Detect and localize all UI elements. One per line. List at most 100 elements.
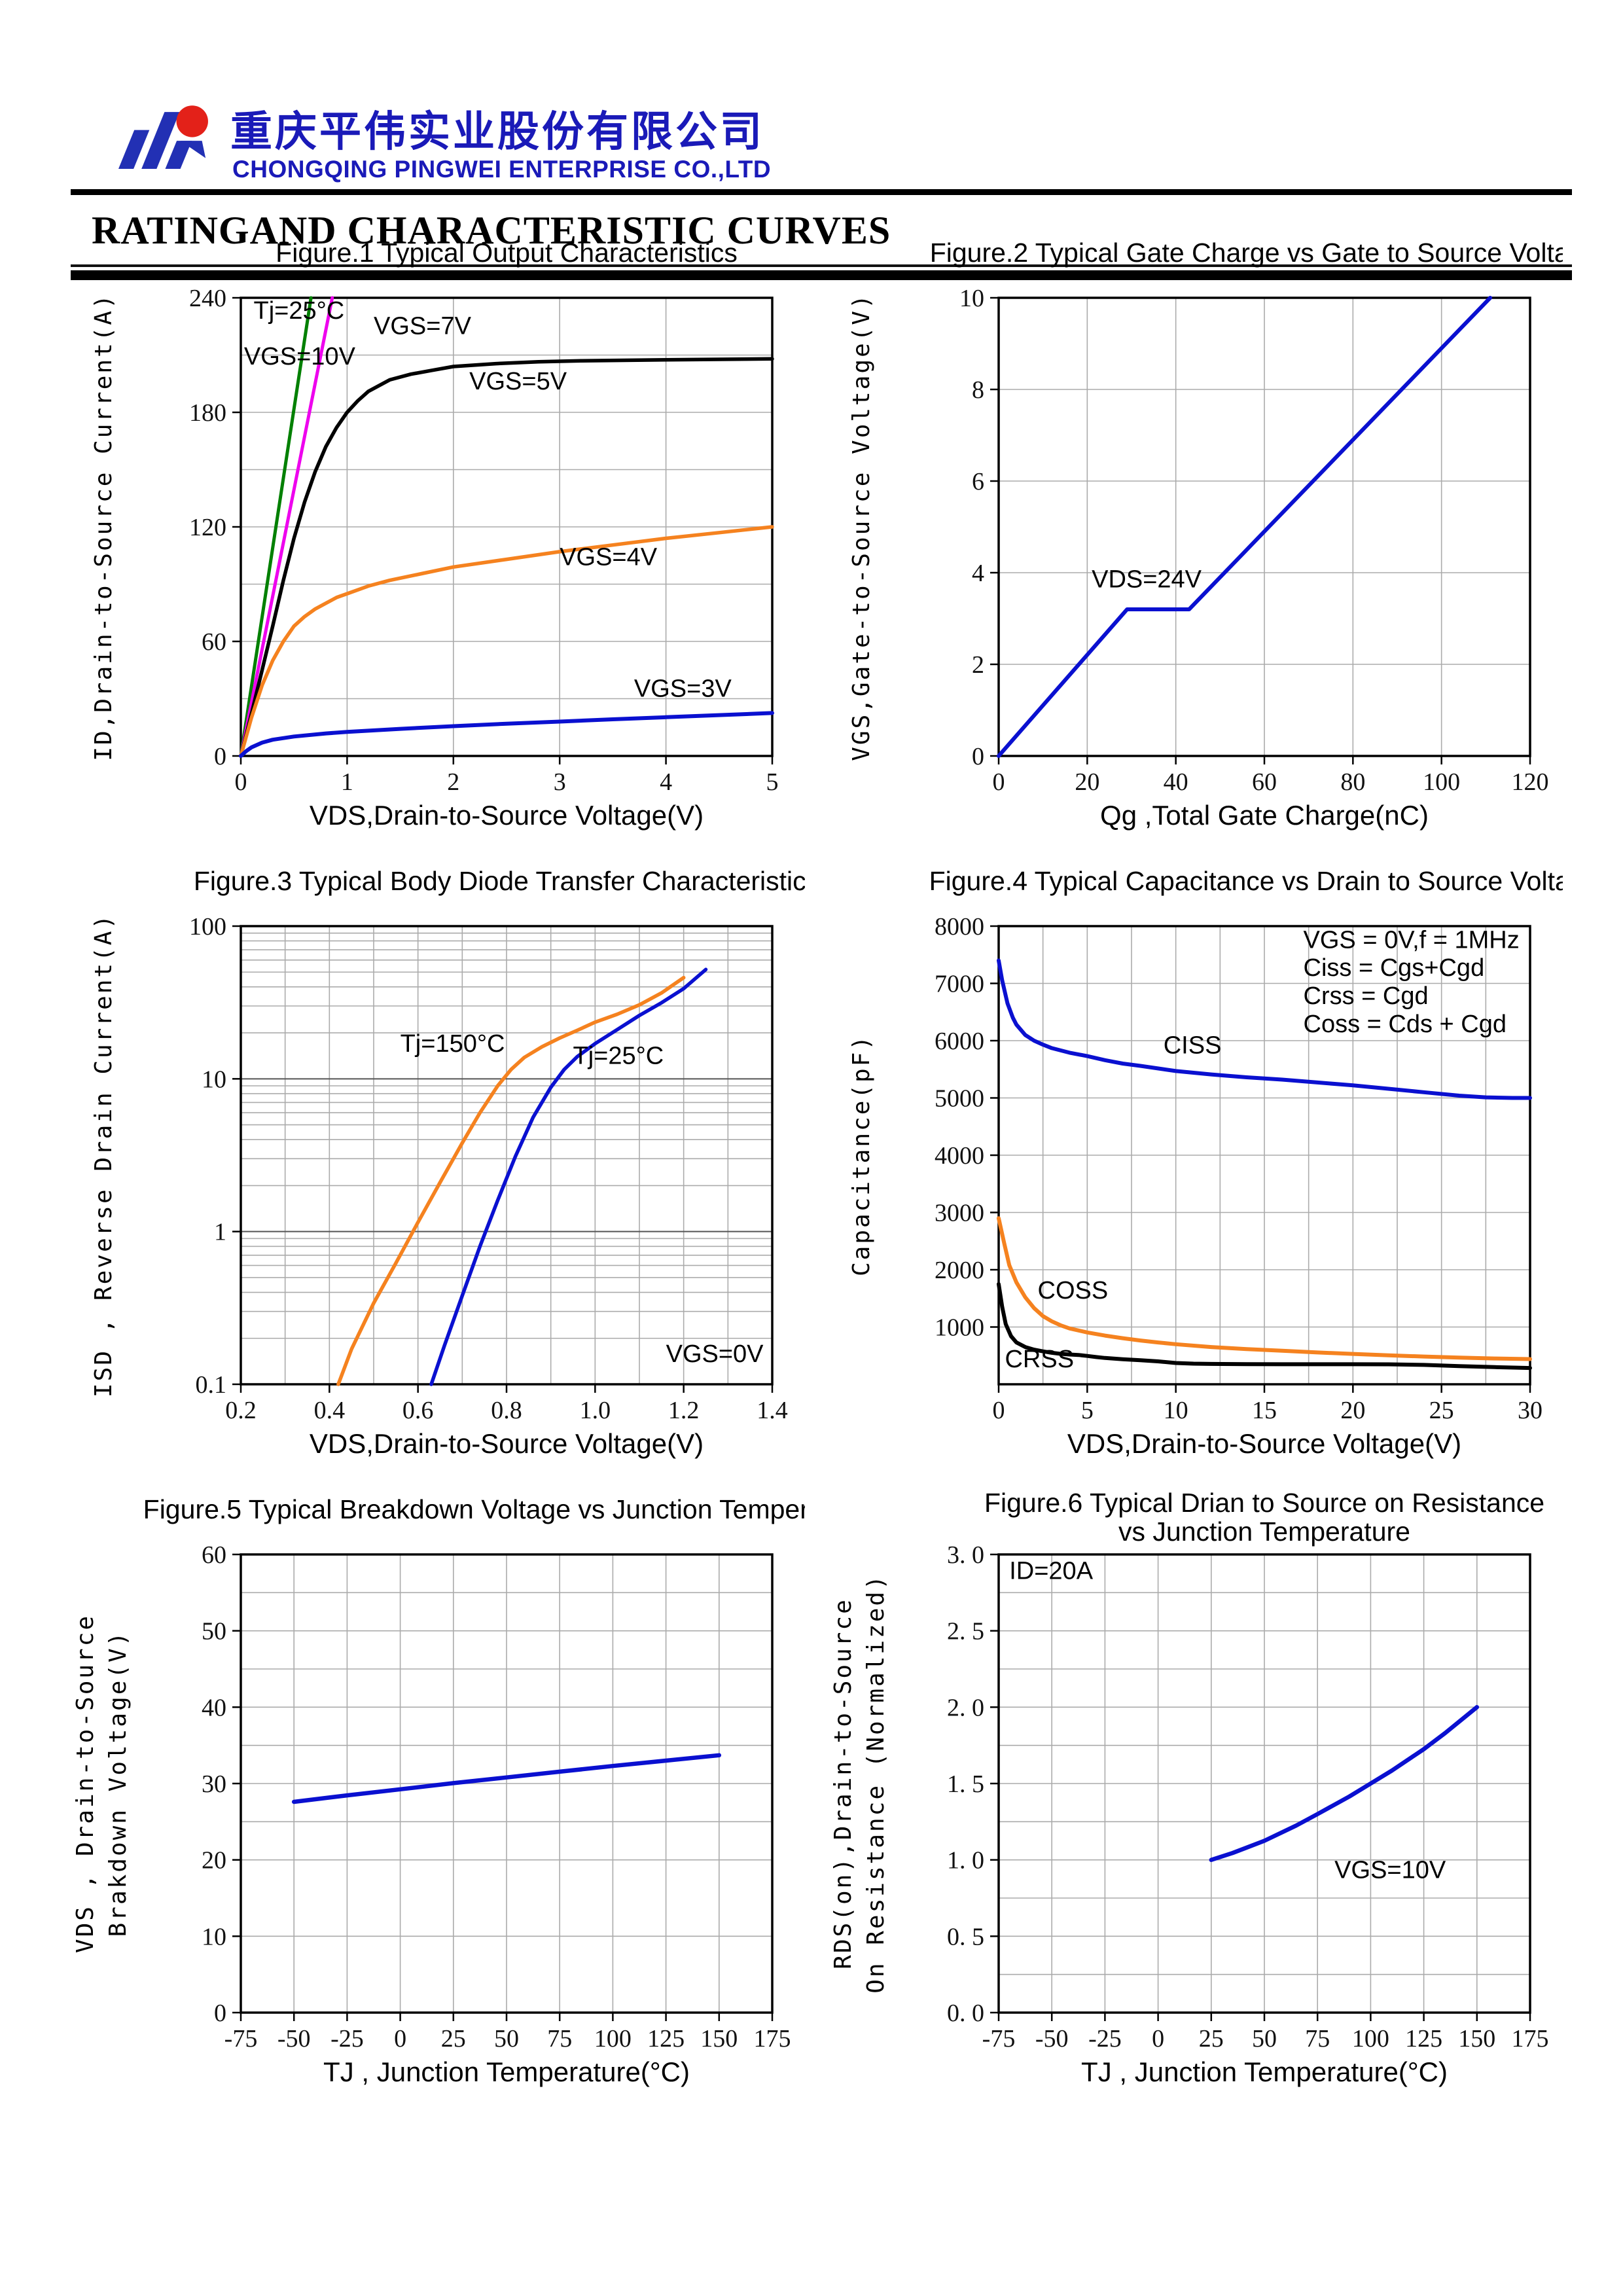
fig3-title: Figure.3 Typical Body Diode Transfer Cha… <box>194 866 805 896</box>
svg-text:-75: -75 <box>224 2025 258 2053</box>
fig1-grid <box>241 298 772 756</box>
svg-text:175: 175 <box>754 2025 791 2053</box>
logo-red-dot <box>176 105 208 137</box>
logo-bar-left <box>118 130 150 169</box>
figure-4-chart: Figure.4 Typical Capacitance vs Drain to… <box>848 866 1563 1459</box>
svg-text:-50: -50 <box>277 2025 311 2053</box>
svg-text:0: 0 <box>972 743 984 770</box>
figure-4-capacitance: Figure.4 Typical Capacitance vs Drain to… <box>823 864 1563 1486</box>
header-rule <box>71 189 1572 195</box>
figure-2-chart: Figure.2 Typical Gate Charge vs Gate to … <box>848 238 1563 831</box>
svg-text:25: 25 <box>1199 2025 1224 2053</box>
figure-5-breakdown-voltage: Figure.5 Typical Breakdown Voltage vs Ju… <box>65 1492 805 2114</box>
svg-text:50: 50 <box>1252 2025 1277 2053</box>
svg-text:50: 50 <box>202 1618 226 1645</box>
svg-text:VDS , Drain-to-Source: VDS , Drain-to-Source <box>72 1614 99 1953</box>
fig4-grid <box>999 926 1530 1384</box>
svg-text:125: 125 <box>1405 2025 1442 2053</box>
svg-text:7000: 7000 <box>935 971 984 998</box>
svg-text:2: 2 <box>972 651 984 679</box>
svg-text:RDS(on),Drain-to-Source: RDS(on),Drain-to-Source <box>830 1598 857 1969</box>
svg-text:100: 100 <box>594 2025 632 2053</box>
fig1-title: Figure.1 Typical Output Characteristics <box>276 238 738 268</box>
svg-text:15: 15 <box>1252 1397 1277 1424</box>
svg-text:8: 8 <box>972 376 984 404</box>
svg-text:vs Junction Temperature: vs Junction Temperature <box>1118 1516 1410 1547</box>
svg-text:4000: 4000 <box>935 1142 984 1170</box>
svg-text:1.2: 1.2 <box>668 1397 700 1424</box>
fig1-x-axis: 0 1 2 3 4 5 VDS,Drain-to-Source Voltage(V) <box>235 756 779 831</box>
annotation-vgs-4v: VGS=4V <box>560 543 658 571</box>
svg-text:60: 60 <box>1252 768 1277 796</box>
svg-text:60: 60 <box>202 1541 226 1569</box>
svg-text:Figure.4 Typical Capacitance v: Figure.4 Typical Capacitance vs Drain to… <box>929 866 1563 896</box>
annotation-crss-cgd: Crss = Cgd <box>1304 982 1429 1010</box>
fig2-x-axis: 0 20 40 60 80 100 120 Qg ,Total Gate Charge(nC) <box>993 756 1549 831</box>
svg-text:150: 150 <box>1458 2025 1495 2053</box>
curve-vgs-3v-line <box>239 711 774 758</box>
curve-rdson-normalized-curve <box>1209 1705 1480 1862</box>
svg-text:0.1: 0.1 <box>196 1371 227 1399</box>
svg-text:5: 5 <box>1081 1397 1094 1424</box>
curve-crss-curve <box>997 1282 1532 1371</box>
svg-text:On Resistance (Normalized): On Resistance (Normalized) <box>863 1573 889 1994</box>
curve-vgs-5v-line <box>239 357 774 758</box>
svg-text:VDS,Drain-to-Source Voltage(V): VDS,Drain-to-Source Voltage(V) <box>1067 1428 1461 1459</box>
svg-text:1: 1 <box>214 1219 226 1246</box>
curve-vgs-7v-line <box>239 296 334 758</box>
fig4-y-axis: 1000 2000 3000 4000 5000 6000 7000 8000 Capacita… <box>848 913 999 1342</box>
svg-text:0.8: 0.8 <box>491 1397 522 1424</box>
figure-3-body-diode: Figure.3 Typical Body Diode Transfer Cha… <box>65 864 805 1486</box>
svg-text:75: 75 <box>1305 2025 1330 2053</box>
svg-text:3: 3 <box>554 768 566 796</box>
svg-text:VDS,Drain-to-Source Voltage(V): VDS,Drain-to-Source Voltage(V) <box>310 1428 704 1459</box>
svg-text:Capacitance(pF): Capacitance(pF) <box>848 1034 875 1276</box>
section-underline-thin <box>71 264 1572 267</box>
svg-text:30: 30 <box>1518 1397 1543 1424</box>
svg-text:ID,Drain-to-Source Current(A): ID,Drain-to-Source Current(A) <box>90 293 117 761</box>
svg-text:120: 120 <box>1512 768 1549 796</box>
figure-1-output-characteristics: Figure.1 Typical Output Characteristics 0… <box>65 236 805 857</box>
svg-text:Figure.3 Typical Body Diode Tr: Figure.3 Typical Body Diode Transfer Cha… <box>194 866 805 896</box>
annotation-vgs-0v-f-1mhz: VGS = 0V,f = 1MHz <box>1304 926 1520 954</box>
svg-text:25: 25 <box>1429 1397 1454 1424</box>
annotation-crss: CRSS <box>1005 1346 1074 1373</box>
svg-text:1: 1 <box>341 768 353 796</box>
svg-text:6000: 6000 <box>935 1028 984 1055</box>
fig2-y-axis: 0 2 4 6 8 10 VGS,Gate-to-Source Voltage(V) <box>848 285 999 770</box>
fig4-x-axis: 0 5 10 15 20 25 30 VDS,Drain-to-Source Voltage(… <box>993 1384 1543 1459</box>
svg-text:60: 60 <box>202 628 226 656</box>
svg-text:Brakdown Voltage(V): Brakdown Voltage(V) <box>105 1630 132 1937</box>
svg-text:10: 10 <box>202 1923 226 1950</box>
svg-text:3000: 3000 <box>935 1200 984 1227</box>
svg-text:Qg ,Total Gate Charge(nC): Qg ,Total Gate Charge(nC) <box>1100 800 1429 831</box>
svg-text:TJ , Junction Temperature(°C): TJ , Junction Temperature(°C) <box>323 2056 690 2087</box>
svg-text:40: 40 <box>1164 768 1188 796</box>
annotation-vgs-5v: VGS=5V <box>469 368 567 395</box>
annotation-ciss: CISS <box>1164 1031 1222 1059</box>
figure-1-chart: Figure.1 Typical Output Characteristics 0… <box>90 238 779 831</box>
svg-text:120: 120 <box>189 514 226 541</box>
curve-coss-curve <box>997 1216 1532 1361</box>
annotation-vgs-10v: VGS=10V <box>1334 1857 1446 1884</box>
svg-text:125: 125 <box>647 2025 685 2053</box>
svg-text:100: 100 <box>1352 2025 1389 2053</box>
figure-2-gate-charge: Figure.2 Typical Gate Charge vs Gate to … <box>823 236 1563 857</box>
svg-text:25: 25 <box>441 2025 466 2053</box>
svg-text:80: 80 <box>1340 768 1365 796</box>
svg-text:6: 6 <box>972 468 984 495</box>
annotation-coss-cds-cgd: Coss = Cds + Cgd <box>1304 1011 1507 1038</box>
fig6-grid <box>999 1554 1530 2013</box>
section-underline-thick <box>71 270 1572 280</box>
svg-text:0: 0 <box>1152 2025 1164 2053</box>
svg-text:VDS,Drain-to-Source Voltage(V): VDS,Drain-to-Source Voltage(V) <box>310 800 704 831</box>
fig5-x-axis: -75 -50 -25 0 25 50 75 100 125 150 175 TJ , Junctio… <box>224 2013 791 2087</box>
svg-text:0: 0 <box>993 1397 1005 1424</box>
svg-text:1. 5: 1. 5 <box>947 1770 984 1798</box>
svg-text:150: 150 <box>700 2025 738 2053</box>
svg-text:VGS,Gate-to-Source Voltage(V): VGS,Gate-to-Source Voltage(V) <box>848 293 875 761</box>
svg-text:10: 10 <box>202 1066 226 1093</box>
svg-text:0: 0 <box>394 2025 406 2053</box>
fig3-grid <box>241 926 772 1384</box>
svg-text:ISD , Reverse Drain Current(A): ISD , Reverse Drain Current(A) <box>90 913 117 1397</box>
